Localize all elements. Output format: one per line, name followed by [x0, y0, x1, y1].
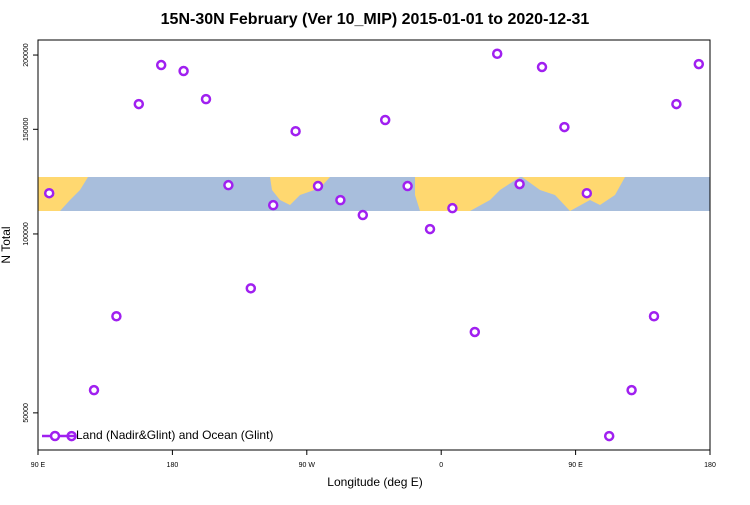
x-tick-label: 180 — [167, 462, 179, 469]
point — [648, 310, 660, 322]
point — [178, 65, 189, 77]
y-tick-label: 150000 — [23, 118, 30, 141]
point — [626, 384, 637, 396]
x-tick-label: 90 E — [31, 462, 46, 469]
legend-label: Land (Nadir&Glint) and Ocean (Glint) — [76, 428, 273, 442]
plot-frame — [37, 39, 711, 451]
point — [43, 187, 55, 199]
x-axis-label: Longitude (deg E) — [327, 475, 422, 489]
y-tick-label: 200000 — [23, 43, 30, 66]
x-tick-label: 180 — [704, 462, 716, 469]
point — [402, 180, 413, 192]
point — [111, 310, 122, 322]
point — [603, 430, 615, 442]
legend-marker — [49, 430, 61, 442]
point — [559, 121, 570, 133]
point — [133, 98, 145, 110]
point — [469, 326, 481, 338]
x-tick-label: 0 — [439, 462, 443, 469]
point — [424, 223, 436, 235]
map-band — [38, 177, 710, 211]
point — [88, 384, 100, 396]
point — [200, 93, 212, 105]
chart-title: 15N-30N February (Ver 10_MIP) 2015-01-01… — [161, 11, 590, 28]
point — [514, 178, 525, 190]
point — [447, 202, 458, 214]
point — [491, 48, 503, 60]
point — [245, 283, 257, 294]
y-tick-label: 100000 — [23, 222, 30, 245]
x-tick-label: 90 E — [568, 462, 583, 469]
point — [312, 180, 324, 192]
point — [581, 187, 593, 199]
y-tick-label: 50000 — [23, 403, 30, 423]
point — [536, 61, 548, 73]
point — [379, 114, 391, 126]
y-axis-label: N Total — [0, 226, 13, 263]
point — [267, 199, 279, 211]
point — [290, 125, 301, 137]
point — [693, 58, 705, 70]
point — [335, 194, 346, 206]
point — [223, 179, 234, 191]
point — [357, 209, 369, 221]
point — [155, 59, 167, 71]
x-tick-label: 90 W — [299, 462, 316, 469]
point — [671, 98, 682, 110]
